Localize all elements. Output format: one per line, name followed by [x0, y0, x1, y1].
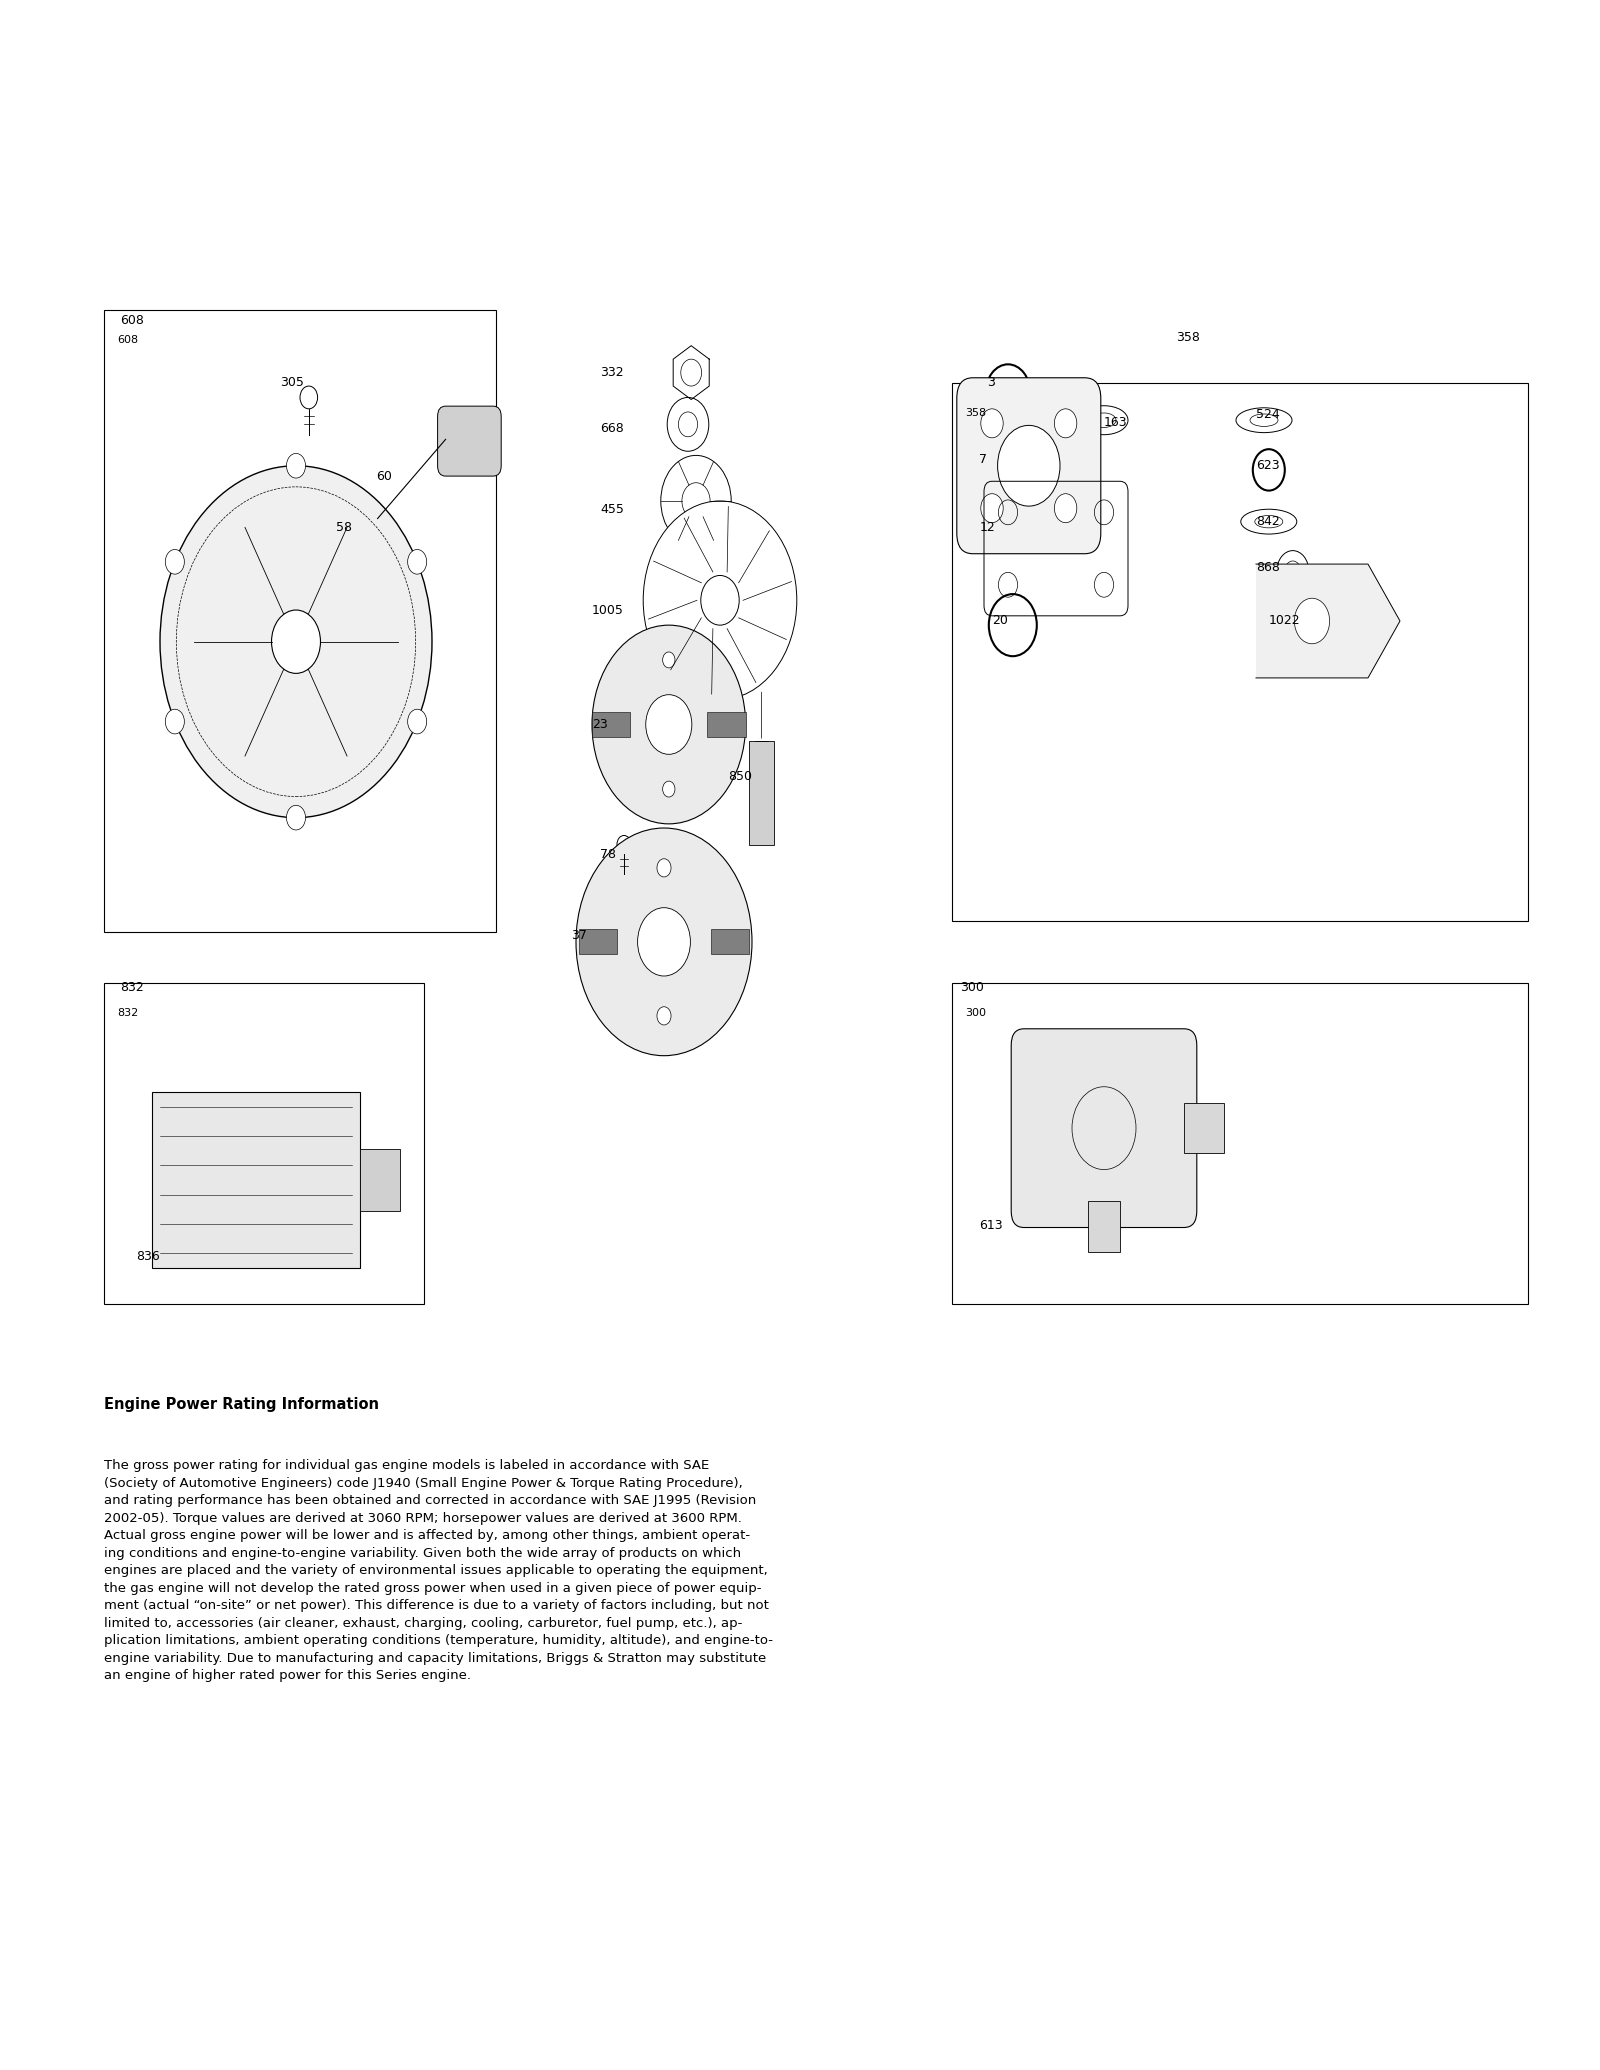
- Circle shape: [658, 859, 670, 878]
- Text: 455: 455: [600, 503, 624, 515]
- Bar: [1088, 1201, 1120, 1252]
- Circle shape: [165, 710, 184, 735]
- Text: 358: 358: [1176, 331, 1200, 344]
- Text: 358: 358: [965, 408, 986, 418]
- Circle shape: [272, 611, 320, 673]
- Bar: [749, 741, 774, 845]
- Text: 78: 78: [600, 849, 616, 861]
- Circle shape: [286, 453, 306, 478]
- Text: 60: 60: [376, 470, 392, 482]
- Text: 300: 300: [960, 981, 984, 994]
- Text: 7: 7: [979, 453, 987, 466]
- Text: 850: 850: [728, 770, 752, 782]
- Text: 836: 836: [136, 1250, 160, 1263]
- Circle shape: [712, 716, 725, 733]
- Bar: [952, 383, 1528, 921]
- Circle shape: [643, 501, 797, 700]
- Bar: [152, 1093, 360, 1267]
- Text: 608: 608: [117, 335, 138, 346]
- Text: 3: 3: [987, 377, 995, 389]
- Circle shape: [165, 549, 184, 573]
- Circle shape: [408, 710, 427, 735]
- Text: The gross power rating for individual gas engine models is labeled in accordance: The gross power rating for individual ga…: [104, 1459, 773, 1683]
- Circle shape: [160, 466, 432, 818]
- Circle shape: [981, 493, 1003, 524]
- Bar: [592, 712, 630, 737]
- Circle shape: [1054, 410, 1077, 439]
- Bar: [579, 929, 618, 954]
- Circle shape: [613, 716, 626, 733]
- Text: 613: 613: [979, 1219, 1003, 1232]
- Bar: [710, 929, 749, 954]
- Circle shape: [981, 410, 1003, 439]
- Text: 623: 623: [1256, 460, 1280, 472]
- Text: 58: 58: [336, 522, 352, 534]
- Text: 12: 12: [979, 522, 995, 534]
- Text: 332: 332: [600, 366, 624, 379]
- Bar: [104, 983, 424, 1304]
- Text: 305: 305: [280, 377, 304, 389]
- Text: 1005: 1005: [592, 604, 624, 617]
- Circle shape: [1054, 493, 1077, 524]
- Circle shape: [662, 780, 675, 797]
- Bar: [707, 712, 746, 737]
- Text: 1022: 1022: [1269, 615, 1301, 627]
- FancyBboxPatch shape: [1011, 1029, 1197, 1228]
- Text: 668: 668: [600, 422, 624, 435]
- Circle shape: [1294, 598, 1330, 644]
- Circle shape: [998, 426, 1059, 507]
- Circle shape: [662, 652, 675, 669]
- Circle shape: [600, 934, 614, 950]
- Text: 842: 842: [1256, 515, 1280, 528]
- Text: 524: 524: [1256, 408, 1280, 420]
- Text: Engine Power Rating Information: Engine Power Rating Information: [104, 1397, 379, 1412]
- Text: 608: 608: [120, 315, 144, 327]
- Circle shape: [408, 549, 427, 573]
- Circle shape: [576, 828, 752, 1056]
- Bar: [1184, 1103, 1224, 1153]
- Text: 23: 23: [592, 718, 608, 731]
- Text: 868: 868: [1256, 561, 1280, 573]
- Circle shape: [637, 907, 691, 975]
- Polygon shape: [1256, 565, 1400, 679]
- FancyBboxPatch shape: [957, 379, 1101, 553]
- Circle shape: [701, 575, 739, 625]
- Circle shape: [286, 805, 306, 830]
- Circle shape: [592, 625, 746, 824]
- Bar: [952, 983, 1528, 1304]
- Text: 832: 832: [117, 1008, 138, 1018]
- Text: 163: 163: [1104, 416, 1128, 428]
- Text: 37: 37: [571, 929, 587, 942]
- Text: 300: 300: [965, 1008, 986, 1018]
- Circle shape: [658, 1006, 670, 1025]
- Text: 832: 832: [120, 981, 144, 994]
- Text: 20: 20: [992, 615, 1008, 627]
- FancyBboxPatch shape: [438, 406, 501, 476]
- Bar: [360, 1149, 400, 1211]
- Bar: [104, 310, 496, 932]
- Circle shape: [646, 696, 691, 753]
- Circle shape: [714, 934, 728, 950]
